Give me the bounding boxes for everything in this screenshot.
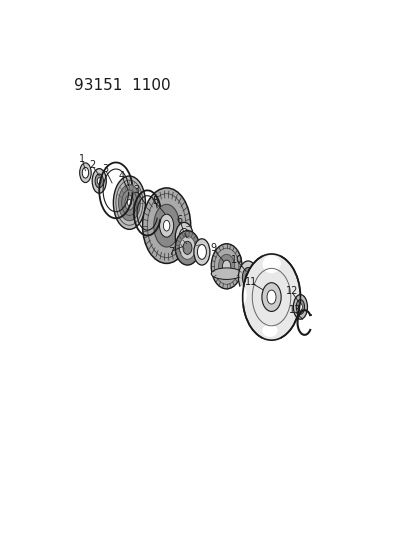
Ellipse shape <box>153 204 179 247</box>
Ellipse shape <box>261 282 280 311</box>
Ellipse shape <box>193 239 209 265</box>
Text: 2: 2 <box>89 160 95 170</box>
Ellipse shape <box>127 199 131 206</box>
Text: 5: 5 <box>152 196 158 206</box>
Ellipse shape <box>175 231 199 265</box>
Text: 6: 6 <box>176 215 183 225</box>
Ellipse shape <box>118 184 140 221</box>
Ellipse shape <box>113 176 145 229</box>
Ellipse shape <box>211 244 242 289</box>
Text: 13: 13 <box>288 305 300 315</box>
Ellipse shape <box>245 273 250 282</box>
Ellipse shape <box>95 174 103 188</box>
Ellipse shape <box>82 167 88 178</box>
Ellipse shape <box>218 254 234 278</box>
Ellipse shape <box>97 177 101 184</box>
Ellipse shape <box>298 304 301 310</box>
Ellipse shape <box>293 295 307 319</box>
Ellipse shape <box>197 245 206 260</box>
Ellipse shape <box>179 236 195 260</box>
Ellipse shape <box>266 290 275 304</box>
Text: 1: 1 <box>79 154 85 164</box>
Ellipse shape <box>242 254 300 340</box>
Ellipse shape <box>237 286 246 304</box>
Ellipse shape <box>242 268 253 287</box>
Ellipse shape <box>125 195 133 210</box>
Ellipse shape <box>142 188 190 263</box>
Ellipse shape <box>92 168 106 193</box>
Text: 11: 11 <box>244 277 257 287</box>
Ellipse shape <box>261 325 277 337</box>
Ellipse shape <box>296 300 304 314</box>
Ellipse shape <box>262 255 280 273</box>
Ellipse shape <box>175 222 193 252</box>
Ellipse shape <box>79 163 91 183</box>
Text: 10: 10 <box>230 255 243 265</box>
Text: 7: 7 <box>168 247 174 256</box>
Text: 3: 3 <box>102 164 108 174</box>
Ellipse shape <box>211 268 242 279</box>
Text: 93151  1100: 93151 1100 <box>74 78 171 93</box>
Ellipse shape <box>238 261 257 294</box>
Ellipse shape <box>183 241 192 254</box>
Ellipse shape <box>179 229 189 246</box>
Text: 9: 9 <box>210 243 216 253</box>
Ellipse shape <box>159 214 173 237</box>
Text: 12: 12 <box>285 286 297 296</box>
Text: 3: 3 <box>133 185 140 196</box>
Ellipse shape <box>163 220 169 231</box>
Ellipse shape <box>265 257 280 270</box>
Text: 4: 4 <box>119 172 125 181</box>
Ellipse shape <box>222 260 230 272</box>
